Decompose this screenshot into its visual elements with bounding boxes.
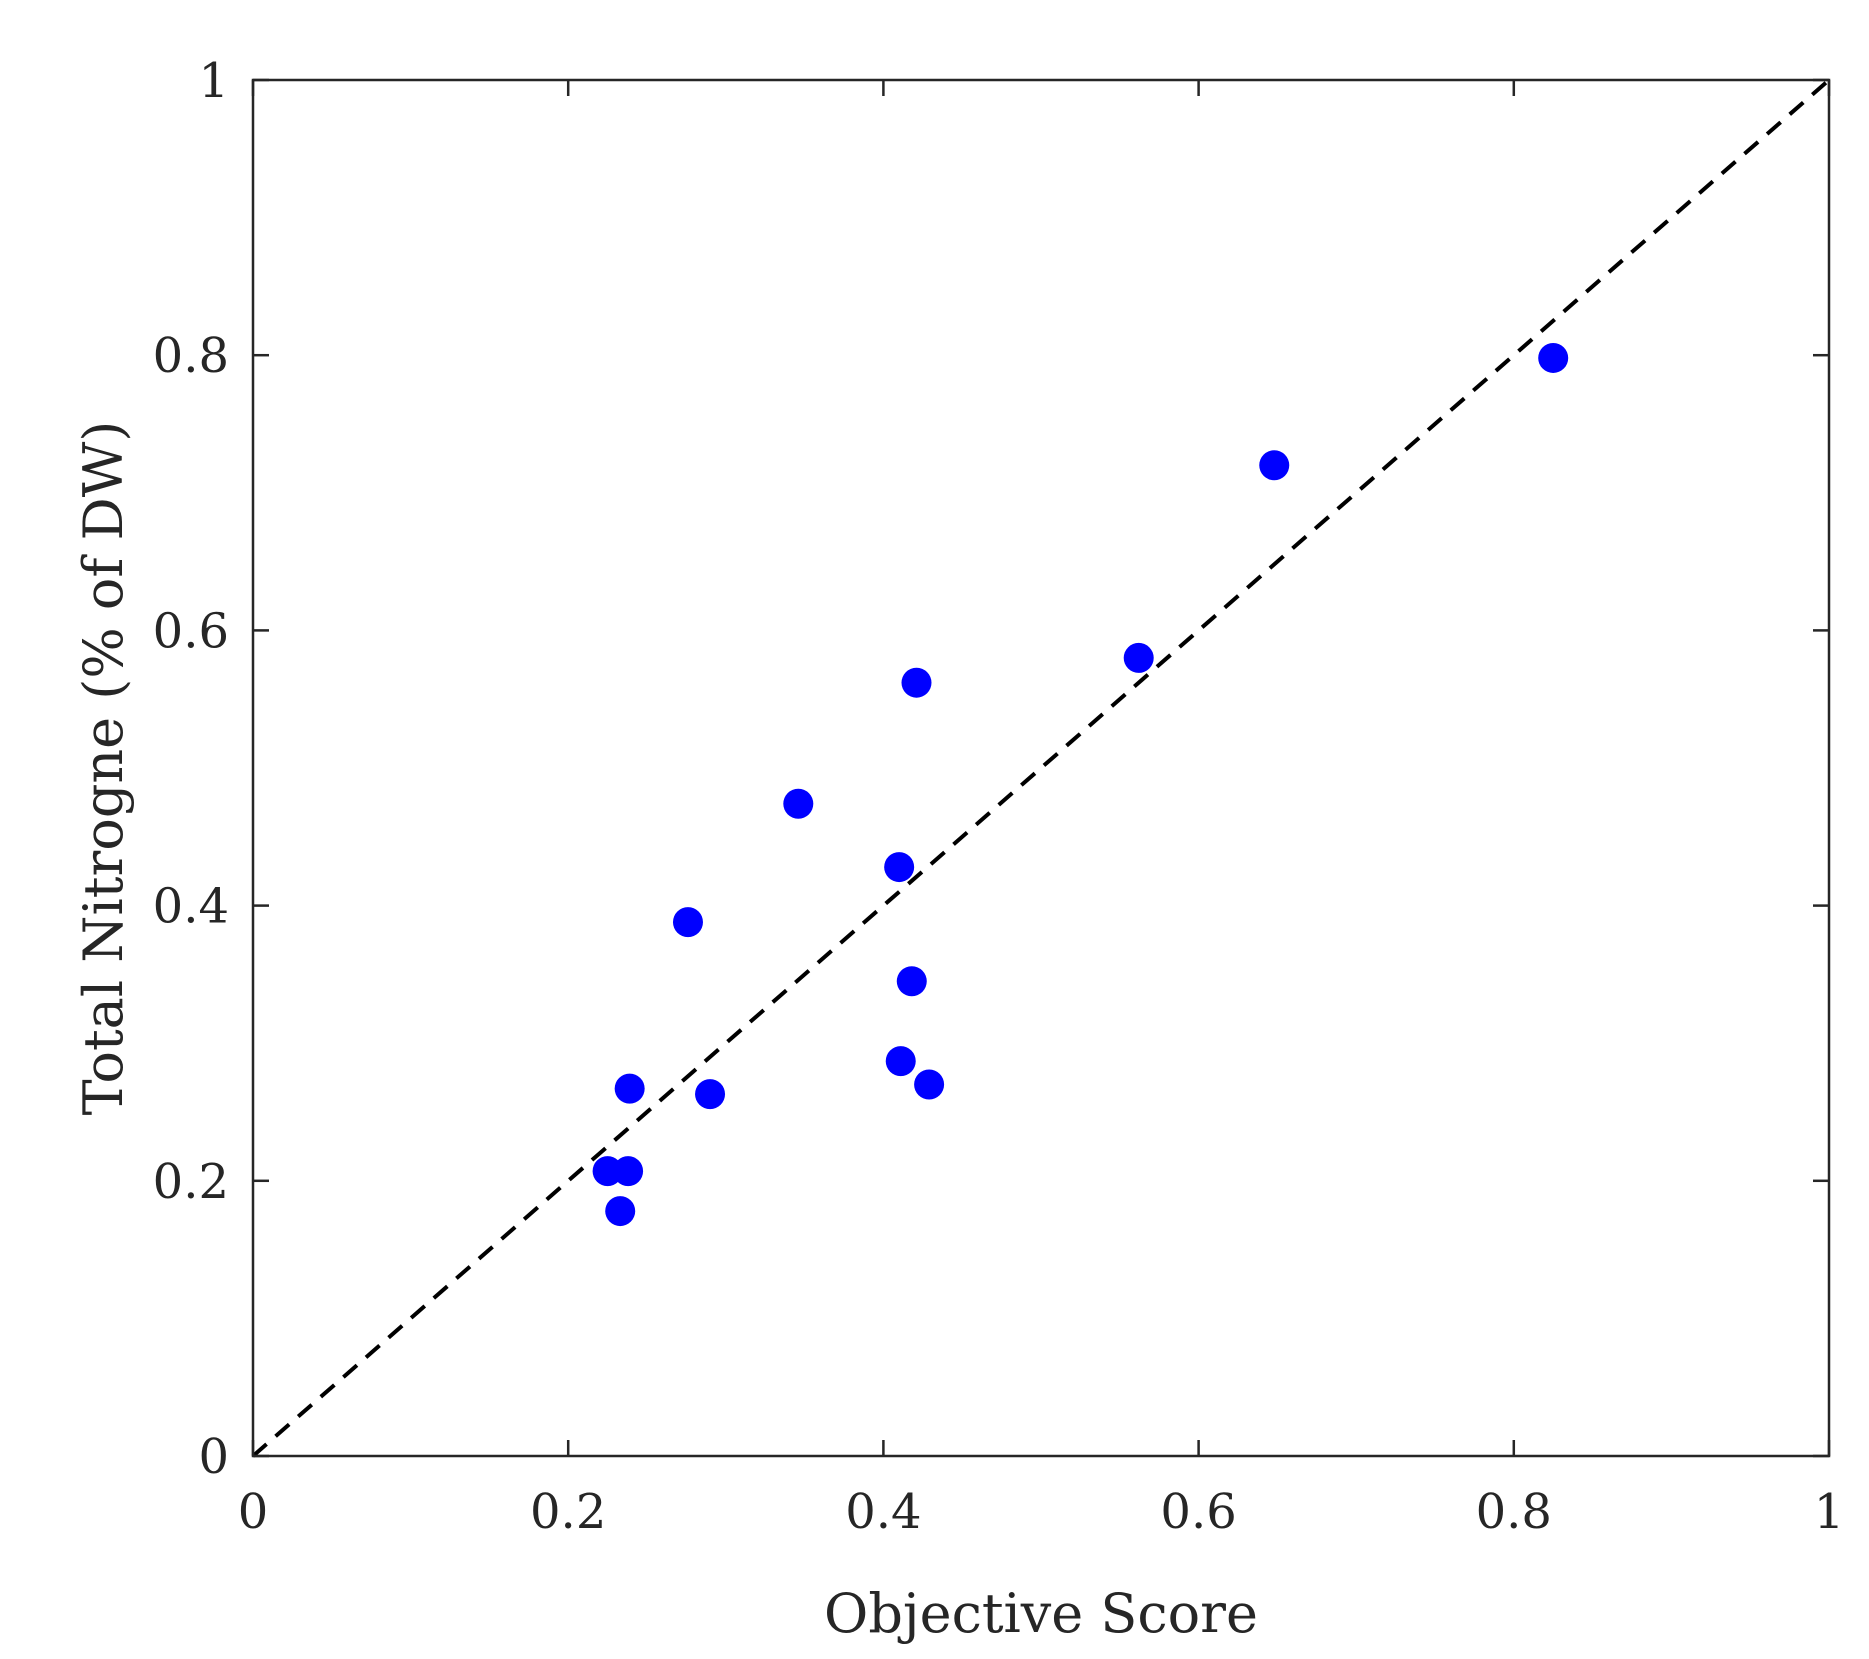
data-point bbox=[614, 1073, 645, 1104]
y-tick-label: 0 bbox=[198, 1429, 229, 1485]
x-tick-label: 0.8 bbox=[1476, 1484, 1552, 1540]
data-point bbox=[914, 1069, 945, 1100]
data-points bbox=[592, 342, 1569, 1227]
data-point bbox=[1259, 450, 1290, 481]
data-point bbox=[1538, 342, 1569, 373]
data-point bbox=[896, 966, 927, 997]
y-tick-label: 0.8 bbox=[153, 328, 229, 384]
y-tick-label: 1 bbox=[198, 53, 229, 109]
x-tick-label: 0 bbox=[238, 1484, 269, 1540]
plot-frame bbox=[251, 78, 1831, 1458]
data-point bbox=[695, 1079, 726, 1110]
y-tick-label: 0.2 bbox=[153, 1154, 229, 1210]
x-tick-labels: 0 0.2 0.4 0.6 0.8 1 bbox=[238, 1484, 1845, 1540]
x-tick-label: 1 bbox=[1814, 1484, 1845, 1540]
x-tick-label: 0.4 bbox=[845, 1484, 921, 1540]
data-point bbox=[672, 907, 703, 938]
data-point bbox=[605, 1196, 636, 1227]
axis-ticks bbox=[251, 78, 1831, 1458]
data-point bbox=[884, 852, 915, 883]
x-tick-label: 0.6 bbox=[1160, 1484, 1236, 1540]
y-tick-label: 0.4 bbox=[153, 879, 229, 935]
y-tick-label: 0.6 bbox=[153, 603, 229, 659]
data-point bbox=[783, 788, 814, 819]
data-point bbox=[885, 1046, 916, 1077]
reference-line bbox=[251, 78, 1831, 1458]
data-point bbox=[613, 1156, 644, 1187]
y-axis-label: Total Nitrogne (% of DW) bbox=[72, 421, 135, 1116]
data-point bbox=[1123, 642, 1154, 673]
data-point bbox=[901, 667, 932, 698]
x-tick-label: 0.2 bbox=[530, 1484, 606, 1540]
y-tick-labels: 0 0.2 0.4 0.6 0.8 1 bbox=[153, 53, 229, 1485]
x-axis-label: Objective Score bbox=[824, 1582, 1258, 1645]
